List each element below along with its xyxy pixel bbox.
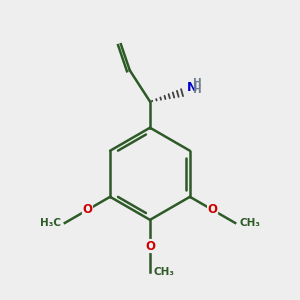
Text: N: N — [187, 81, 197, 94]
Text: H: H — [193, 85, 202, 95]
Text: O: O — [145, 239, 155, 253]
Text: O: O — [208, 203, 218, 216]
Text: H₃C: H₃C — [40, 218, 61, 228]
Text: H: H — [193, 78, 202, 88]
Text: CH₃: CH₃ — [239, 218, 260, 228]
Text: CH₃: CH₃ — [154, 267, 175, 277]
Text: O: O — [82, 203, 92, 216]
